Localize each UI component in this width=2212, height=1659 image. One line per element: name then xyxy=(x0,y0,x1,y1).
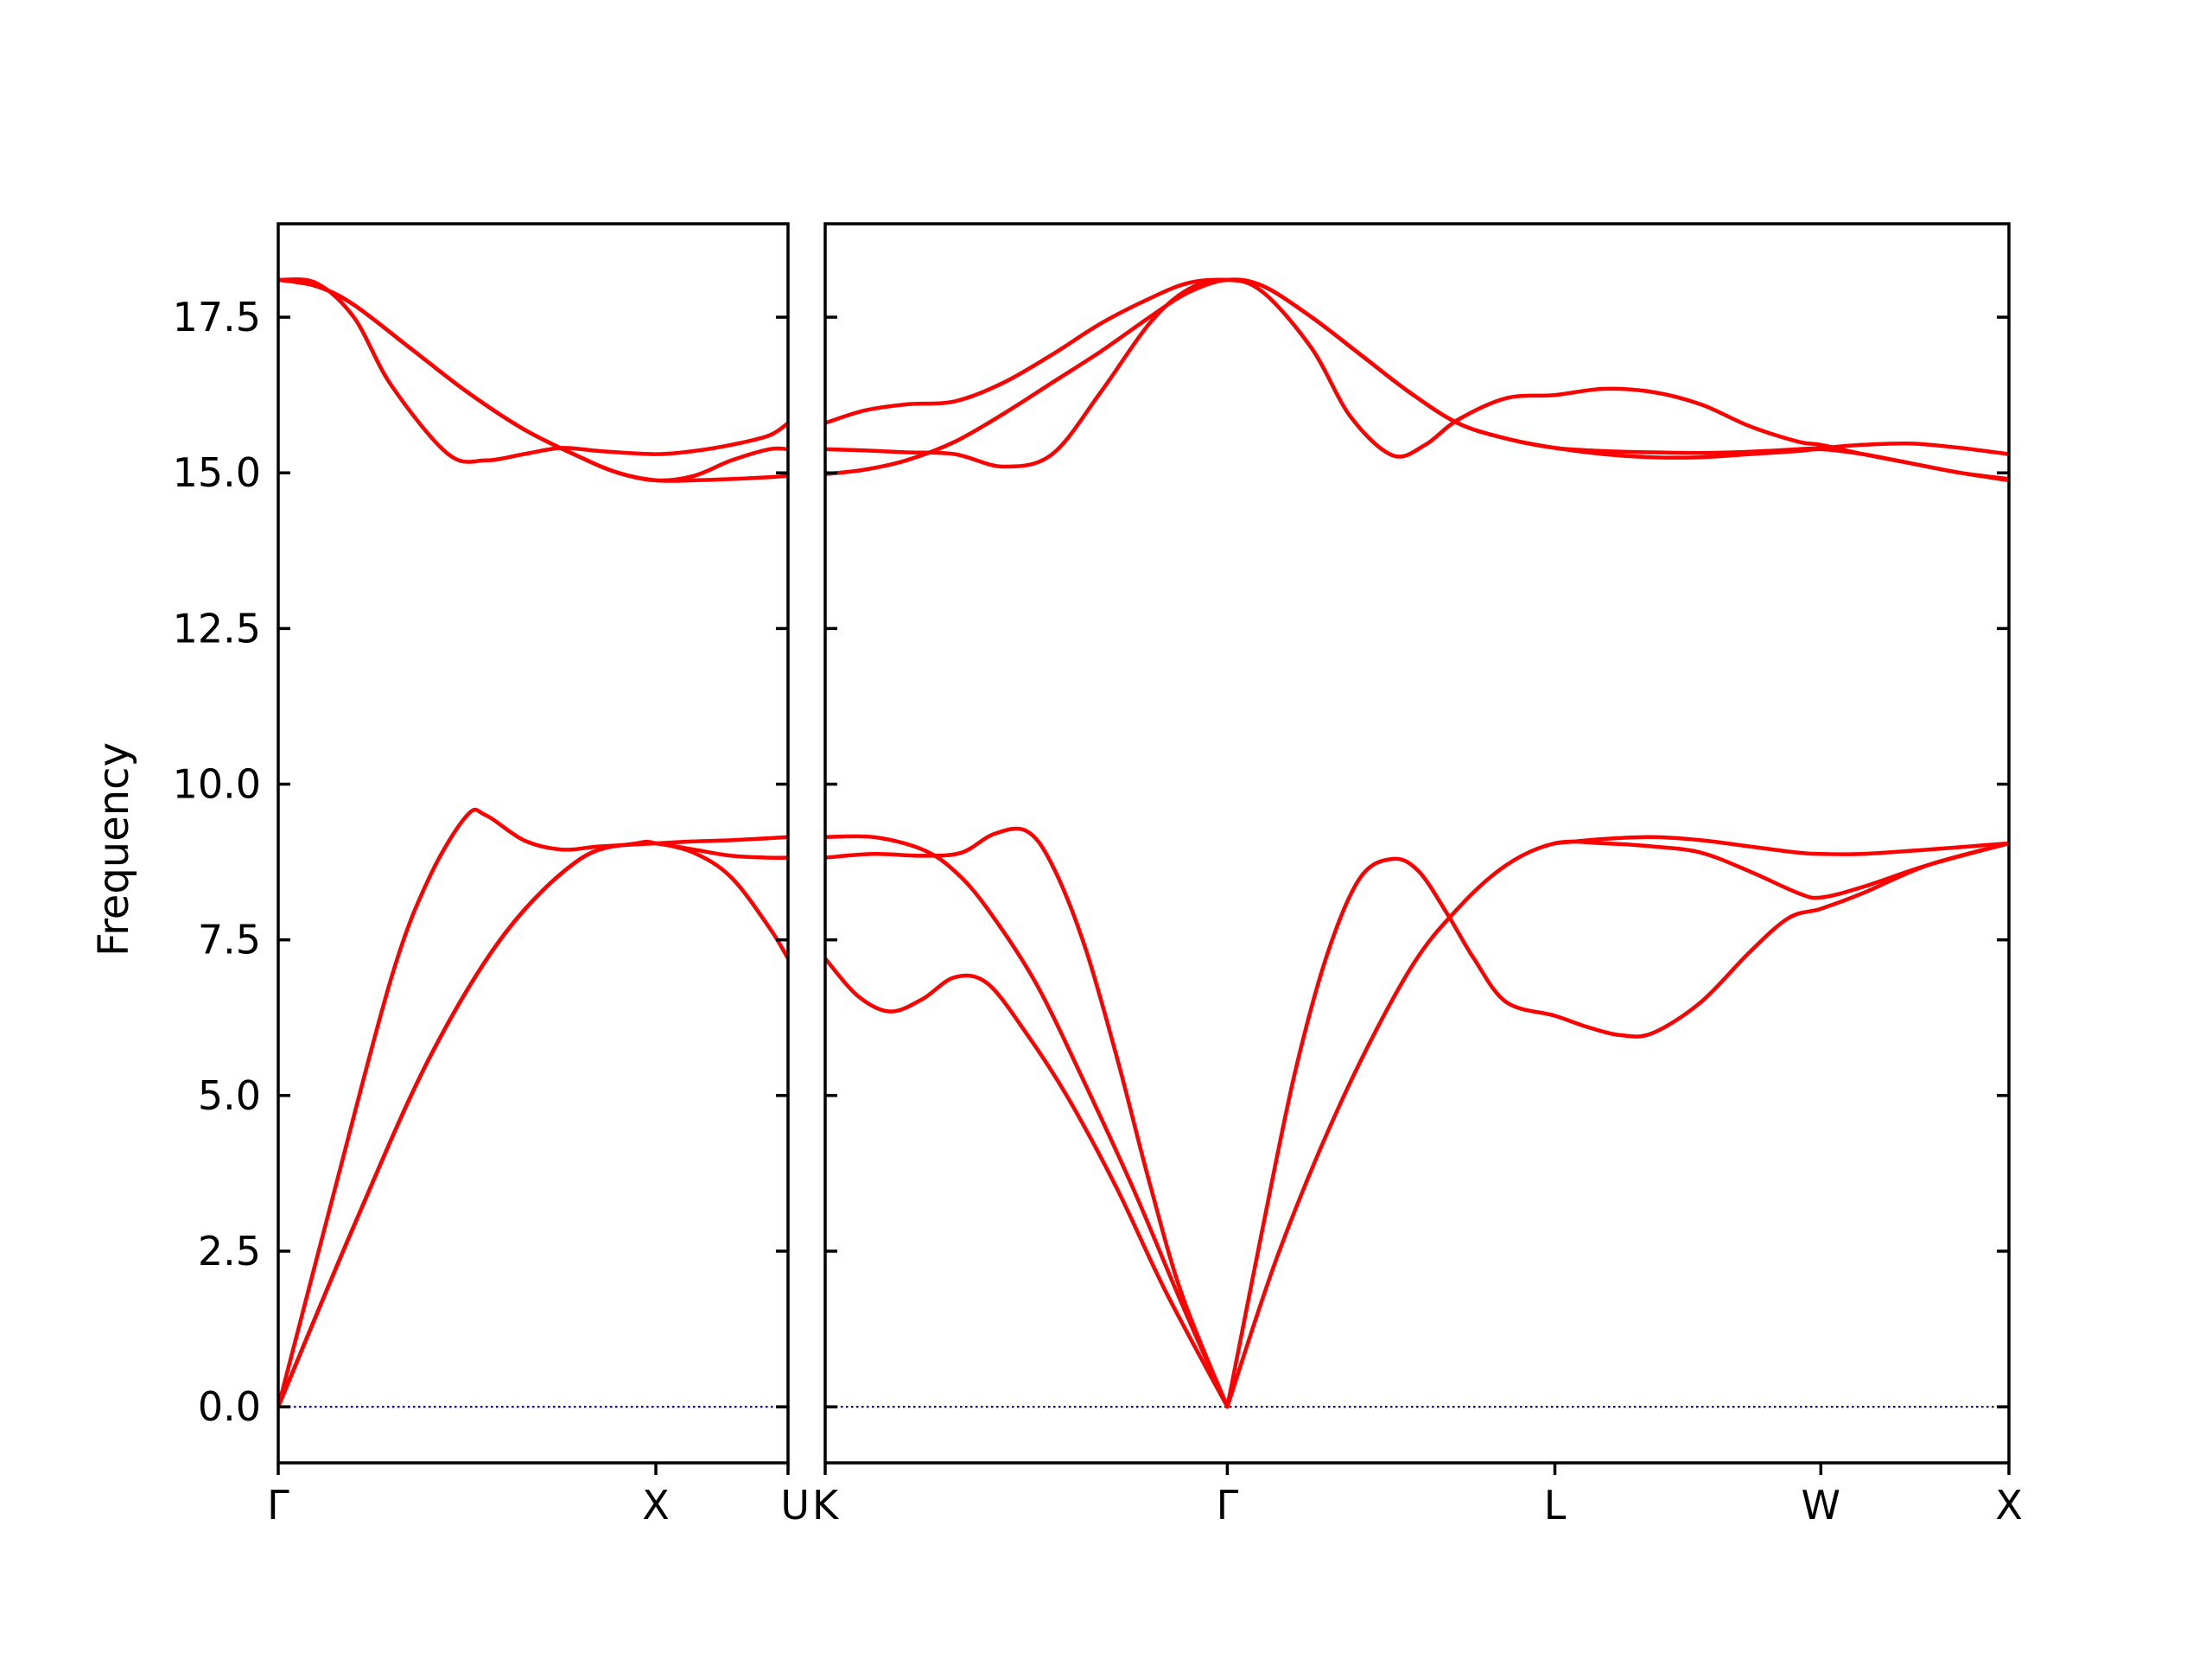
band-line-1 xyxy=(278,807,788,1409)
panel-1: 0.0 2.5 5.0 7.5 10.0 12.5 15.0 17.5 Γ X U xyxy=(173,222,810,1529)
bands xyxy=(825,277,2009,1409)
band-line-4 xyxy=(1225,841,2009,1409)
x-tick-label: W xyxy=(1802,1482,1840,1529)
y-tick-label: 0.0 xyxy=(198,1383,261,1430)
band-line-8 xyxy=(825,277,2009,481)
x-tick-label: Γ xyxy=(267,1482,289,1529)
panels: 0.0 2.5 5.0 7.5 10.0 12.5 15.0 17.5 Γ X U K Γ L W X xyxy=(173,222,2023,1529)
y-tick-label: 17.5 xyxy=(173,294,261,340)
y-axis-title: Frequency xyxy=(90,742,138,957)
x-tick-label: K xyxy=(812,1482,840,1529)
band-line-2 xyxy=(825,834,1230,1409)
y-tick-label: 10.0 xyxy=(173,761,261,808)
y-tick-label: 15.0 xyxy=(173,449,261,496)
y-tick-label: 12.5 xyxy=(173,605,261,652)
band-line-5 xyxy=(1225,839,2009,1409)
bands xyxy=(278,276,788,1409)
band-line-6 xyxy=(278,277,788,483)
band-line-6 xyxy=(1553,835,2009,856)
x-tick-label: X xyxy=(1995,1482,2023,1529)
plot-frame xyxy=(823,222,2011,1465)
y-tick-label: 2.5 xyxy=(198,1228,261,1274)
y-tick-label: 7.5 xyxy=(198,917,261,963)
y-tick-label: 5.0 xyxy=(198,1072,261,1119)
band-line-3 xyxy=(825,826,1230,1409)
band-line-3 xyxy=(278,839,788,1409)
plot-frame xyxy=(276,222,790,1465)
x-tick-label: U xyxy=(780,1482,810,1529)
band-line-1 xyxy=(825,957,1230,1409)
x-tick-label: L xyxy=(1544,1482,1567,1529)
x-tick-label: Γ xyxy=(1217,1482,1239,1529)
band-line-4 xyxy=(278,276,788,464)
band-line-9 xyxy=(825,277,2009,483)
x-tick-label: X xyxy=(642,1482,670,1529)
